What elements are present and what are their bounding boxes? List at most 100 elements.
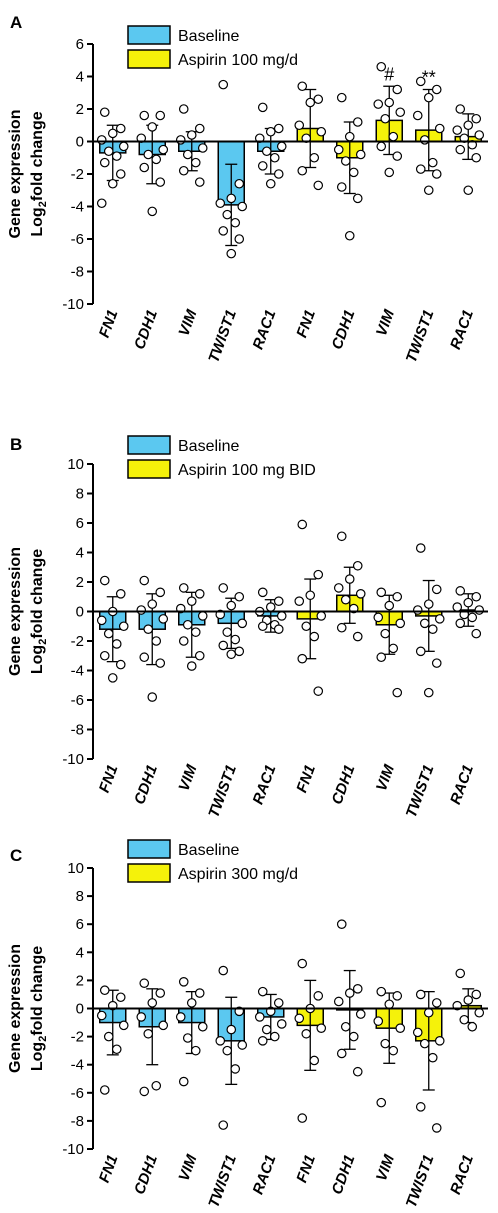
y-tick-label: 0 — [76, 134, 84, 151]
data-point — [230, 634, 241, 645]
data-point — [415, 646, 426, 657]
data-point — [384, 97, 395, 108]
data-point — [316, 126, 327, 137]
data-point — [147, 998, 158, 1008]
data-point — [392, 687, 403, 698]
y-tick-label: 10 — [67, 456, 84, 473]
data-point — [380, 1038, 391, 1049]
data-point — [226, 248, 237, 259]
y-tick-label: -8 — [71, 722, 84, 739]
data-point — [261, 1024, 272, 1035]
y-tick-label: -10 — [62, 296, 84, 313]
data-point — [467, 612, 478, 623]
data-point — [309, 1055, 320, 1066]
data-point — [471, 152, 482, 163]
data-point — [344, 574, 355, 584]
data-point — [423, 1007, 434, 1018]
legend-swatch — [127, 863, 171, 883]
data-point — [313, 180, 324, 191]
y-tick-label: -8 — [71, 1113, 84, 1130]
legend-swatch — [127, 49, 171, 69]
data-point — [452, 125, 463, 135]
data-point — [182, 1033, 193, 1043]
data-point — [111, 1044, 122, 1055]
x-tick-label: FN1 — [96, 763, 122, 795]
data-point — [380, 113, 391, 124]
data-point — [194, 650, 205, 661]
data-point — [297, 81, 308, 92]
data-point — [352, 631, 363, 642]
data-point — [261, 146, 272, 157]
data-point — [103, 1031, 114, 1042]
data-point — [431, 584, 442, 595]
data-point — [373, 612, 384, 623]
data-point — [218, 640, 229, 651]
data-point — [155, 988, 166, 998]
data-point — [115, 659, 126, 670]
x-tick-label: TWIST1 — [403, 763, 438, 820]
panel-label: B — [10, 435, 22, 454]
data-point — [384, 999, 395, 1010]
data-point — [333, 996, 344, 1007]
data-point — [107, 673, 118, 683]
data-point — [118, 621, 129, 632]
data-point — [336, 92, 347, 103]
data-point — [340, 1021, 351, 1032]
data-point — [376, 587, 387, 598]
data-point — [273, 123, 284, 134]
data-point — [471, 628, 482, 639]
panel-label: C — [10, 846, 22, 865]
data-point — [384, 600, 395, 611]
data-point — [452, 602, 463, 612]
data-point — [376, 61, 387, 72]
significance-marker: # — [384, 64, 394, 84]
data-point — [355, 1009, 366, 1019]
data-point — [197, 143, 208, 153]
data-point — [301, 621, 312, 632]
data-point — [96, 135, 107, 145]
data-point — [415, 76, 426, 87]
x-tick-label: RAC1 — [447, 1153, 477, 1197]
legend-label: Baseline — [178, 438, 239, 455]
x-tick-label: CDH1 — [131, 308, 161, 352]
x-tick-label: TWIST1 — [403, 308, 438, 365]
data-point — [348, 167, 359, 178]
data-point — [380, 628, 391, 639]
data-point — [395, 618, 406, 629]
data-point — [234, 646, 245, 657]
data-point — [455, 104, 466, 114]
x-tick-label: VIM — [175, 307, 200, 338]
y-axis-label-line1: Gene expression — [7, 110, 24, 239]
data-point — [431, 658, 442, 668]
data-point — [348, 1031, 359, 1042]
y-axis-label-line2: Log2fold change — [29, 549, 49, 674]
data-point — [186, 998, 197, 1008]
data-point — [115, 123, 126, 134]
data-point — [226, 193, 237, 204]
data-point — [355, 149, 366, 160]
data-point — [333, 583, 344, 593]
data-point — [222, 209, 233, 220]
y-tick-label: 6 — [76, 36, 84, 53]
data-point — [434, 123, 445, 134]
data-point — [384, 167, 395, 178]
y-tick-label: -6 — [71, 231, 84, 248]
data-point — [455, 144, 466, 155]
data-point — [186, 596, 197, 606]
y-axis-label-line2: Log2fold change — [29, 111, 49, 236]
data-point — [423, 185, 434, 196]
data-point — [294, 120, 305, 131]
legend-label: Aspirin 100 mg BID — [178, 462, 316, 479]
data-point — [147, 599, 158, 609]
data-point — [301, 1028, 312, 1039]
data-point — [218, 583, 229, 593]
data-point — [294, 1013, 305, 1024]
data-point — [474, 130, 485, 140]
data-point — [373, 1016, 384, 1026]
data-point — [427, 624, 438, 634]
data-point — [431, 1123, 442, 1133]
data-point — [158, 614, 169, 624]
data-point — [273, 998, 284, 1008]
data-point — [115, 588, 126, 599]
data-point — [352, 560, 363, 571]
